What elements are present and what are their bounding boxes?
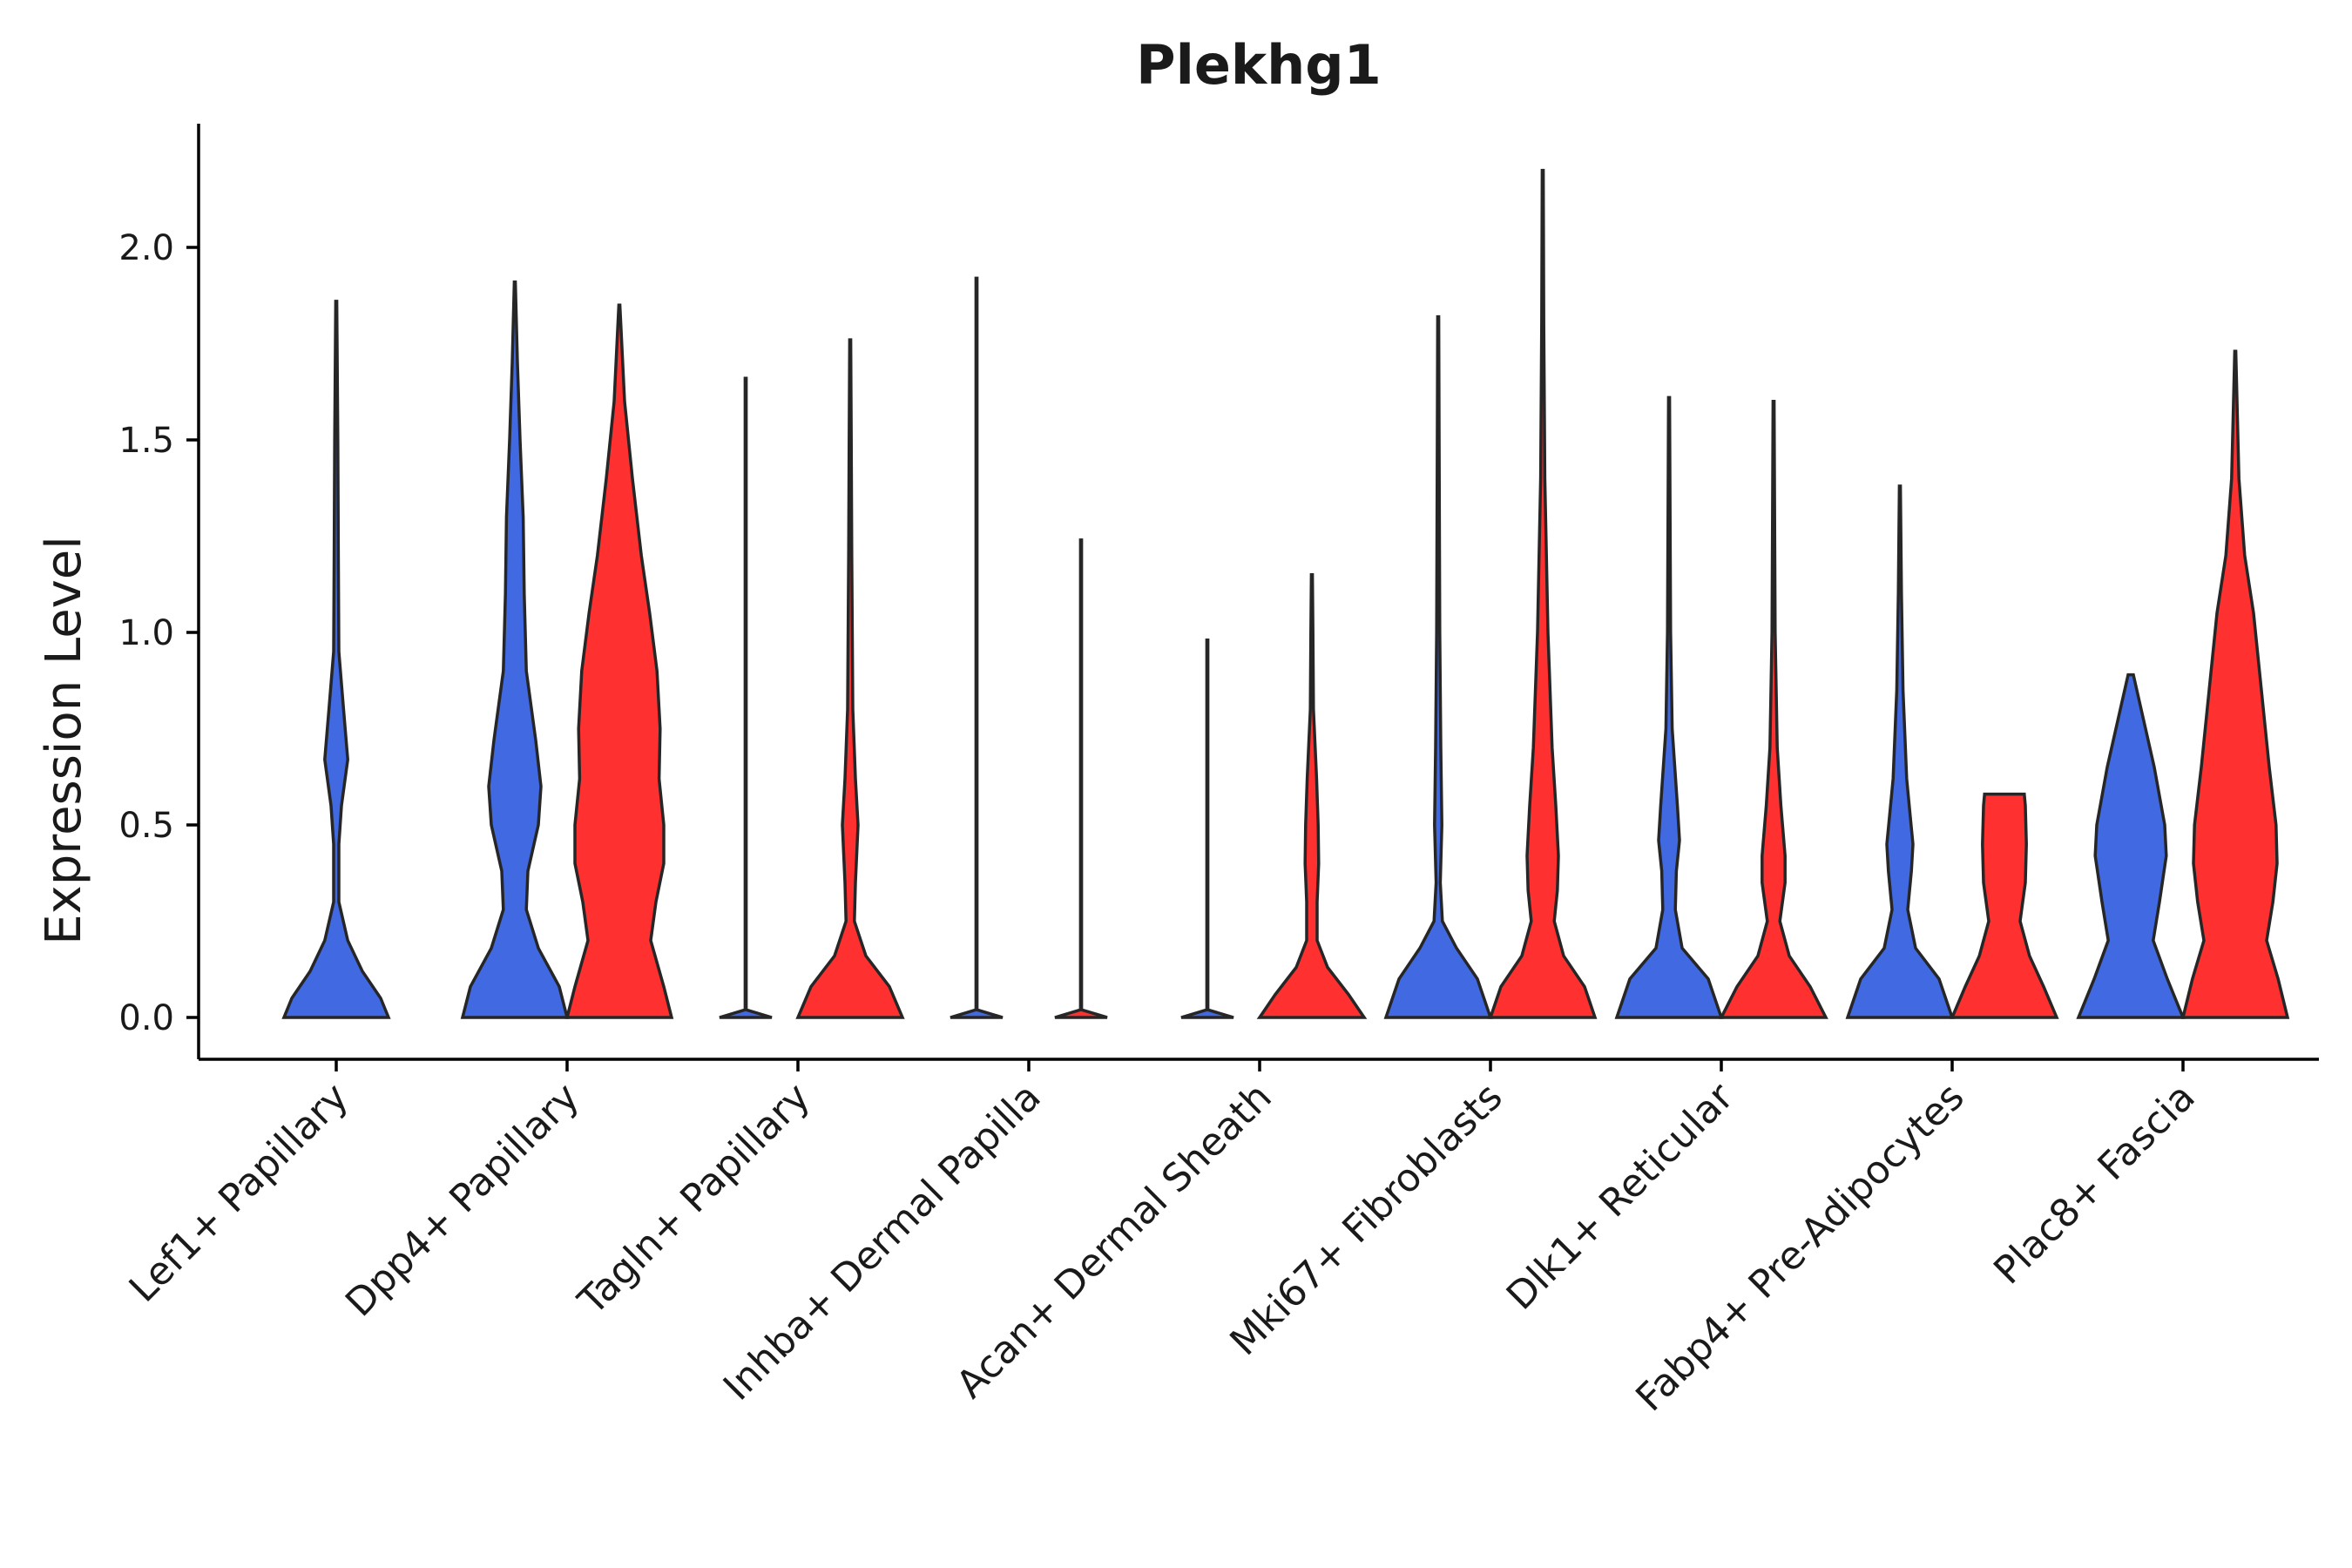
violin-group2-9 — [2180, 349, 2290, 1019]
violin-group1-7 — [1614, 395, 1724, 1019]
violin-group2-5 — [1256, 572, 1368, 1019]
violin-group2-6 — [1488, 168, 1598, 1019]
violin-group2-2 — [564, 303, 674, 1019]
violin-group2-7 — [1719, 400, 1828, 1019]
violin-group1-6 — [1383, 314, 1493, 1019]
x-tick-label: Dlk1+ Reticular — [1498, 1074, 1743, 1319]
y-ticks: 0.0 0.5 1.0 1.5 2.0 — [118, 228, 199, 1038]
violin-layer — [281, 168, 2290, 1019]
x-tick-label: Dpp4+ Papillary — [337, 1075, 588, 1326]
y-tick-label: 0.0 — [118, 998, 174, 1038]
violin-group2-4 — [1054, 538, 1108, 1019]
y-tick-label: 1.5 — [118, 421, 174, 461]
violin-group1-1 — [281, 300, 391, 1019]
chart-title: Plekhg1 — [1136, 33, 1382, 97]
violin-group1-5 — [1180, 639, 1234, 1019]
x-tick-label: Plac8+ Fascia — [1985, 1075, 2204, 1294]
y-axis-label: Expression Level — [36, 536, 92, 945]
violin-group2-8 — [1950, 792, 2059, 1019]
x-tick-label: Lef1+ Papillary — [121, 1075, 357, 1311]
y-tick-label: 2.0 — [118, 228, 174, 268]
y-tick-label: 0.5 — [118, 806, 174, 846]
violin-group2-3 — [795, 338, 905, 1019]
violin-group1-8 — [1845, 484, 1955, 1019]
violin-group1-2 — [460, 280, 570, 1019]
violin-group1-3 — [719, 376, 773, 1019]
x-tick-label: Tagln+ Papillary — [570, 1075, 819, 1324]
violin-group1-9 — [2076, 672, 2186, 1019]
violin-group1-4 — [950, 276, 1004, 1019]
y-tick-label: 1.0 — [118, 613, 174, 653]
